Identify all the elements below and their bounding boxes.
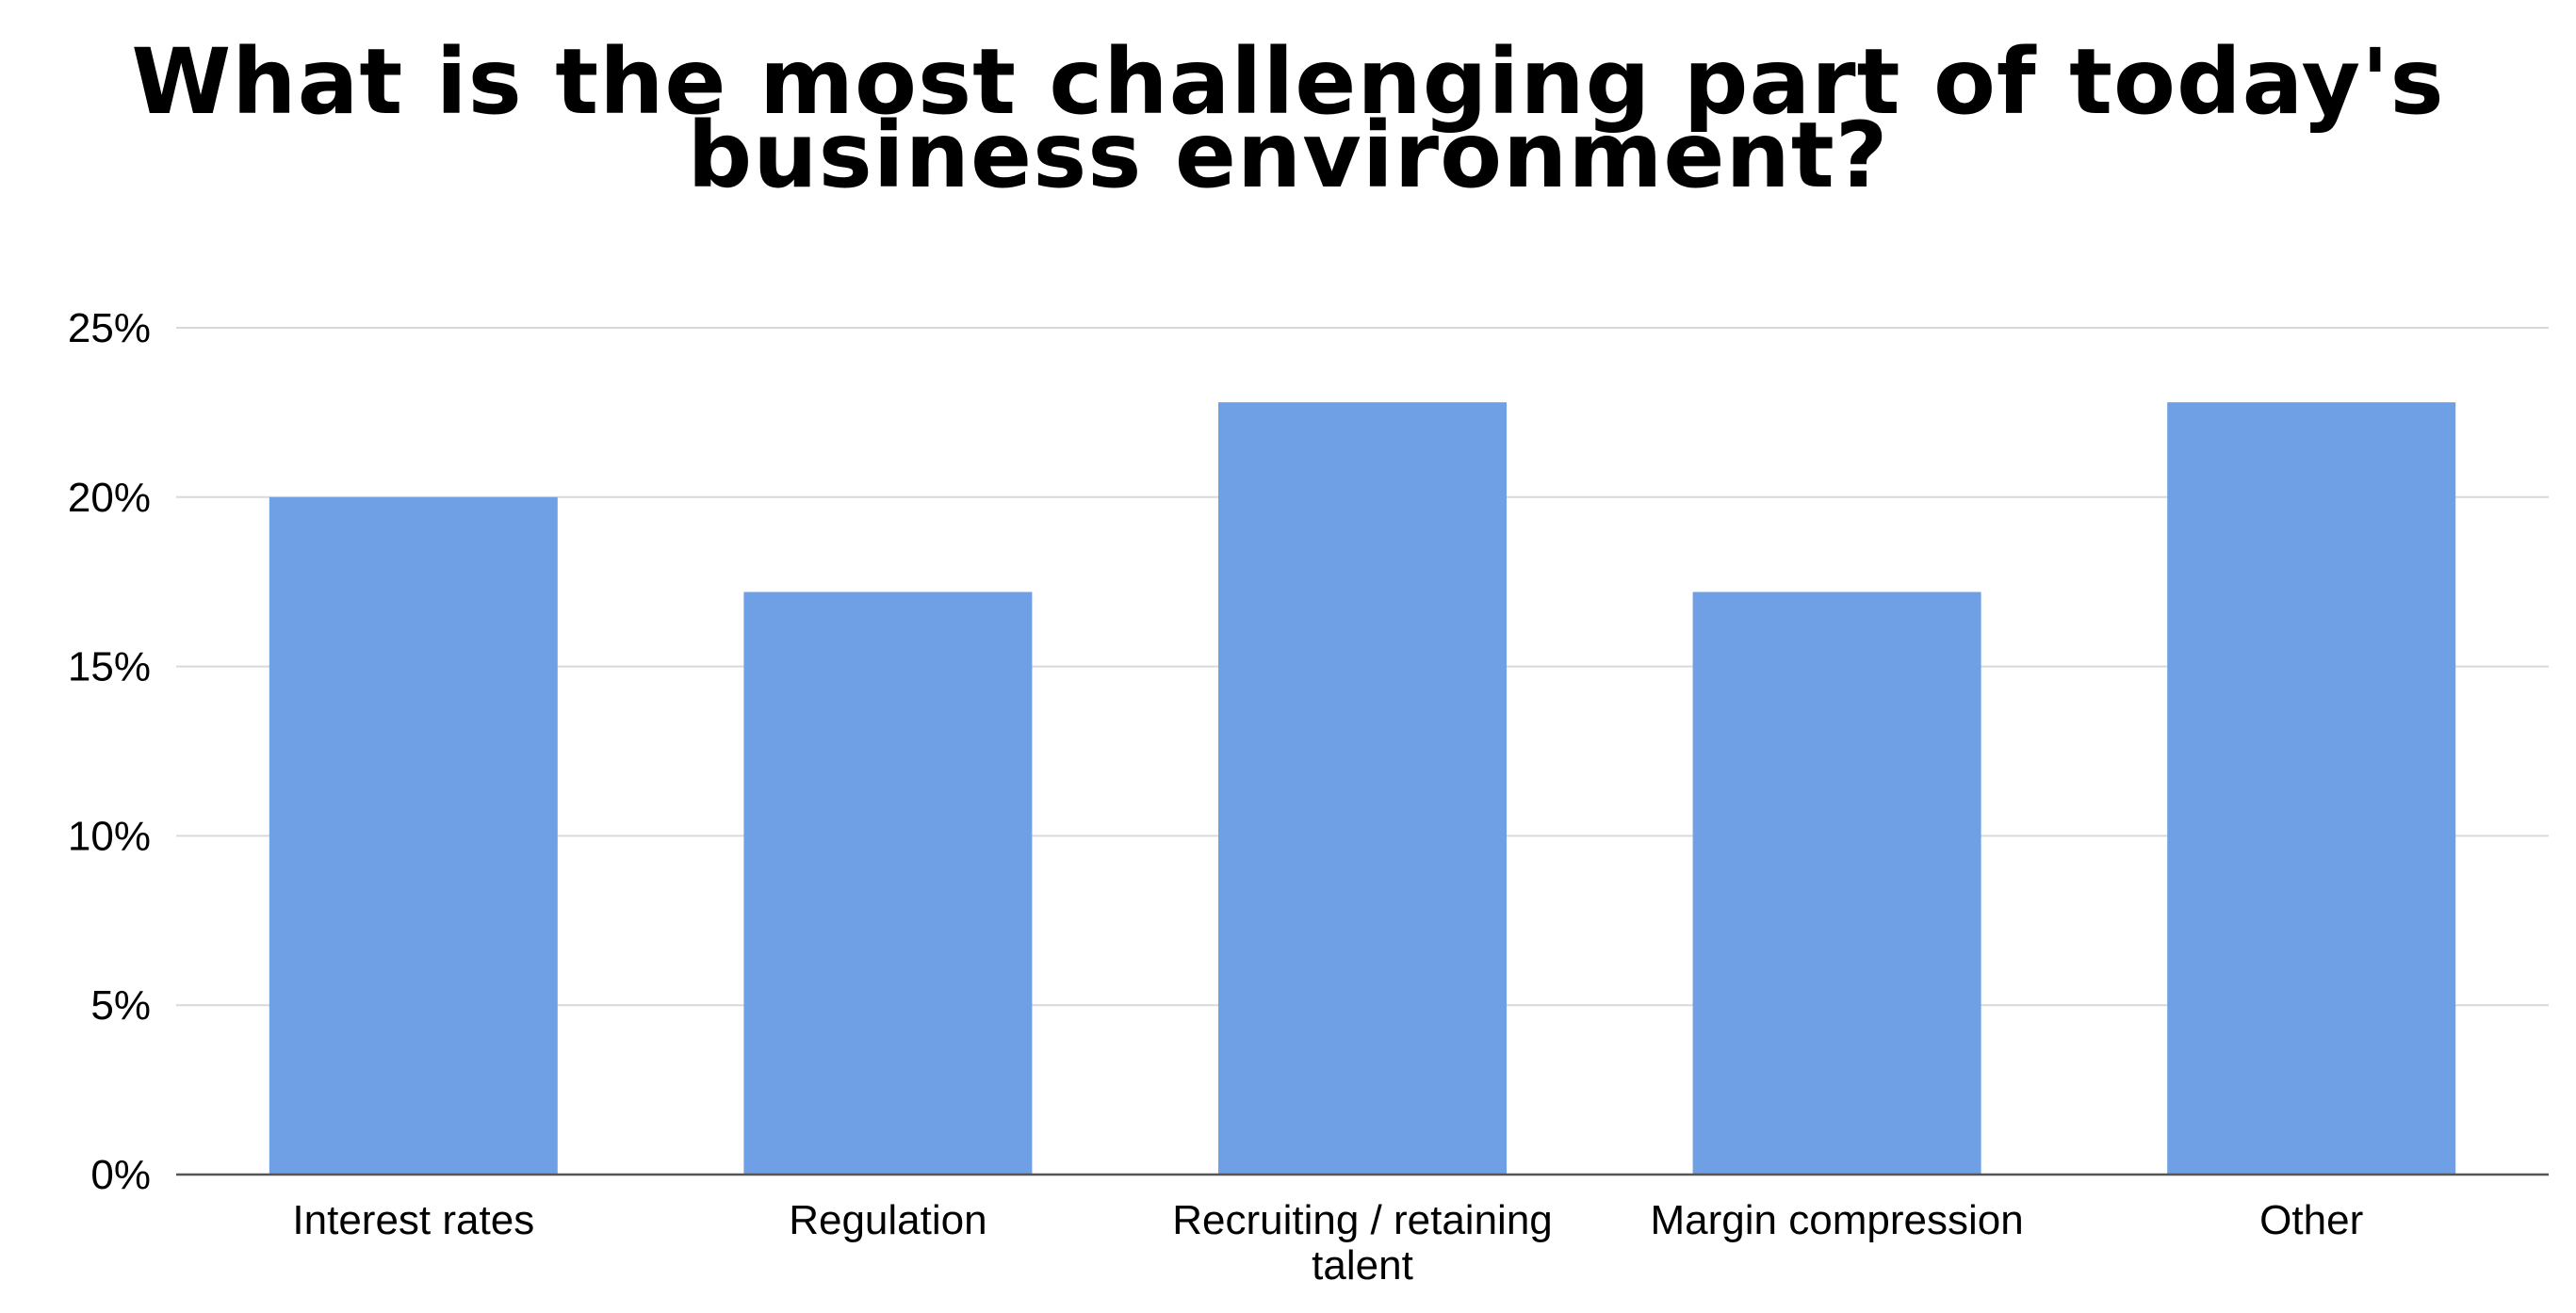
x-category-label: Margin compression [1651, 1197, 2024, 1243]
y-tick-label: 5% [90, 982, 151, 1029]
chart-title-line-1: What is the most challenging part of tod… [131, 29, 2445, 135]
chart-title-line-2: business environment? [687, 103, 1889, 208]
y-tick-labels: 0% 5% 10% 15% 20% 25% [68, 305, 151, 1198]
x-category-label: Other [2259, 1197, 2363, 1243]
x-category-label: Recruiting / retaining talent [1172, 1197, 1553, 1289]
y-tick-label: 0% [90, 1152, 151, 1198]
y-tick-label: 10% [68, 813, 151, 859]
bar [1692, 592, 1981, 1175]
x-category-label: Interest rates [292, 1197, 534, 1243]
y-tick-label: 25% [68, 305, 151, 351]
bar [743, 592, 1033, 1175]
bar [1218, 402, 1507, 1175]
bars [269, 402, 2456, 1175]
chart-title: What is the most challenging part of tod… [0, 29, 2576, 208]
y-tick-label: 20% [68, 475, 151, 521]
bar [269, 496, 558, 1175]
x-category-labels: Interest rates Regulation Recruiting / ret… [292, 1197, 2363, 1289]
bar [2167, 402, 2456, 1175]
y-tick-label: 15% [68, 644, 151, 690]
x-category-label: Regulation [789, 1197, 986, 1243]
